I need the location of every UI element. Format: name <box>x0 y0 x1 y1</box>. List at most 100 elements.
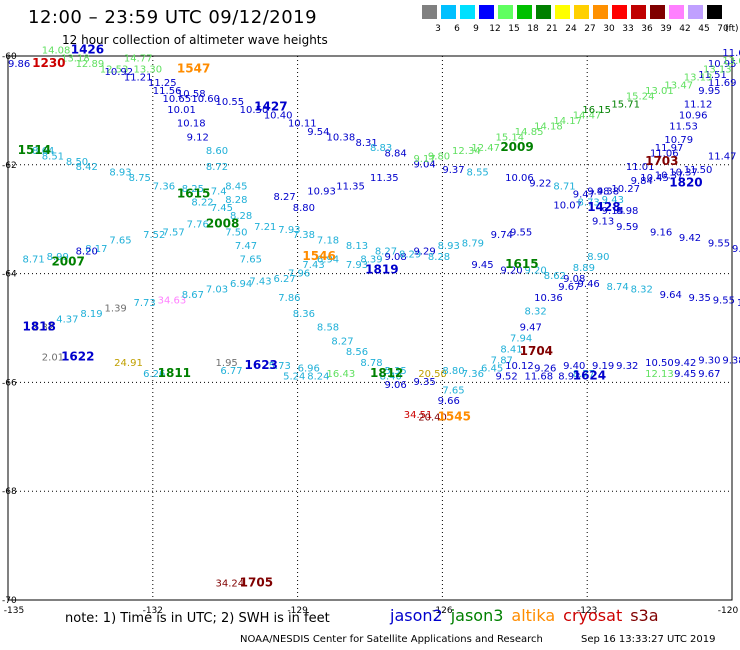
wave-height-value: 9.46 <box>578 279 600 290</box>
pass-time-label: 1427 <box>254 99 287 113</box>
pass-time-label: 1546 <box>302 249 335 263</box>
wave-height-value: 10.60 <box>191 94 220 105</box>
wave-height-value: 11.12 <box>684 100 713 111</box>
wave-height-value: 8.19 <box>80 309 102 320</box>
wave-height-value: 1.39 <box>105 304 127 315</box>
wave-height-value: 11.62 <box>722 48 740 59</box>
wave-height-value: 10.79 <box>664 135 693 146</box>
wave-height-value: 8.36 <box>293 309 315 320</box>
legend-swatch <box>498 5 513 19</box>
wave-height-value: 9.42 <box>674 358 696 369</box>
wave-height-value: 9.43 <box>602 195 624 206</box>
wave-height-value: 10.93 <box>307 187 336 198</box>
wave-height-value: 9.74 <box>491 230 513 241</box>
wave-height-value: 9.55 <box>708 238 730 249</box>
wave-height-value: 10.11 <box>288 119 317 130</box>
legend-label: 36 <box>641 24 653 34</box>
legend-label: 24 <box>565 24 577 34</box>
legend-swatch <box>631 5 646 19</box>
wave-height-value: 11.53 <box>669 121 698 132</box>
legend-label: 21 <box>546 24 558 34</box>
wave-height-value: 9.86 <box>8 59 30 70</box>
wave-height-value: 8.79 <box>462 238 484 249</box>
wave-height-value: 11.97 <box>655 143 684 154</box>
wave-height-value: 6.26 <box>143 369 165 380</box>
mission-jason3: jason3 <box>450 606 504 625</box>
wave-height-value: 9.95 <box>698 86 720 97</box>
wave-height-value: 8.78 <box>360 358 382 369</box>
legend-swatch <box>688 5 703 19</box>
wave-height-value: 9.30 <box>698 355 720 366</box>
wave-height-value: 11.35 <box>370 173 399 184</box>
wave-height-value: 7.86 <box>278 293 300 304</box>
wave-height-value: 9.84 <box>631 176 653 187</box>
pass-time-label: 1812 <box>370 366 403 380</box>
wave-height-value: 14.47 <box>573 111 602 122</box>
wave-height-value: 10.45 <box>640 173 669 184</box>
wave-height-value: 9.32 <box>616 361 638 372</box>
wave-height-value: 8.24 <box>307 372 329 383</box>
pass-time-label: 1819 <box>365 263 398 277</box>
wave-height-value: 9.47 <box>573 189 595 200</box>
pass-time-label: 1230 <box>32 56 65 70</box>
wave-height-value: 11.25 <box>148 78 177 89</box>
wave-height-value: 10.95 <box>708 59 737 70</box>
wave-height-value: 9.80 <box>428 151 450 162</box>
wave-height-value: 16.15 <box>582 105 611 116</box>
legend-swatch <box>612 5 627 19</box>
wave-height-value: 9.22 <box>529 179 551 190</box>
legend-swatch <box>669 5 684 19</box>
wave-height-value: 7.36 <box>153 181 175 192</box>
wave-height-value: 12.53 <box>100 64 129 75</box>
wave-height-value: 6.94 <box>317 255 339 266</box>
wave-height-value: 9.06 <box>384 380 406 391</box>
wave-height-value: 9.55 <box>713 296 735 307</box>
wave-height-value: 7.43 <box>302 260 324 271</box>
wave-height-value: 9.67 <box>558 282 580 293</box>
wave-height-value: 6.94 <box>230 279 252 290</box>
wave-height-value: 8.77 <box>573 369 595 380</box>
wave-height-value: 5.35 <box>384 366 406 377</box>
wave-height-value: 9.40 <box>563 361 585 372</box>
wave-height-value: 8.32 <box>631 285 653 296</box>
legend-label: 9 <box>473 24 479 34</box>
wave-height-value: 7.93 <box>278 225 300 236</box>
wave-height-value: 7.03 <box>206 285 228 296</box>
wave-height-value: 6.27 <box>273 274 295 285</box>
legend-swatch <box>536 5 551 19</box>
wave-height-value: 7.57 <box>162 228 184 239</box>
wave-height-value: 8.93 <box>109 168 131 179</box>
wave-height-value: 8.27 <box>375 247 397 258</box>
wave-height-value: 13.01 <box>645 86 674 97</box>
pass-time-label: 1818 <box>22 320 55 334</box>
wave-height-value: 9.29 <box>413 247 435 258</box>
pass-time-label: 2009 <box>500 140 533 154</box>
pass-time-label: 1514 <box>18 143 51 157</box>
wave-height-value: 10.37 <box>669 168 698 179</box>
wave-height-value: 12.47 <box>471 143 500 154</box>
wave-height-value: 10.92 <box>105 67 134 78</box>
pass-time-label: 1622 <box>61 350 94 364</box>
wave-height-value: 8.98 <box>616 206 638 217</box>
pass-time-label: 1703 <box>645 154 678 168</box>
wave-height-value: 11.35 <box>336 181 365 192</box>
wave-height-value: 10.01 <box>167 105 196 116</box>
wave-height-value: 8.99 <box>47 252 69 263</box>
wave-height-value: 10.06 <box>505 173 534 184</box>
wave-height-value: 7.87 <box>491 355 513 366</box>
legend-unit: (ft) <box>725 24 739 34</box>
legend-label: 18 <box>527 24 539 34</box>
latitude-tick-label: -66 <box>2 378 17 388</box>
latitude-tick-label: -68 <box>2 487 17 497</box>
wave-height-value: 9.59 <box>616 222 638 233</box>
legend-label: 6 <box>454 24 460 34</box>
wave-height-value: 8.22 <box>191 198 213 209</box>
wave-height-value: 8.60 <box>206 146 228 157</box>
map-frame <box>7 55 733 601</box>
wave-height-value: 7.18 <box>317 236 339 247</box>
wave-height-value: 8.51 <box>42 151 64 162</box>
legend-label: 70 <box>717 24 729 34</box>
wave-height-value: 7.93 <box>346 260 368 271</box>
wave-height-value: 8.74 <box>607 282 629 293</box>
wave-height-value: 12.89 <box>76 59 105 70</box>
